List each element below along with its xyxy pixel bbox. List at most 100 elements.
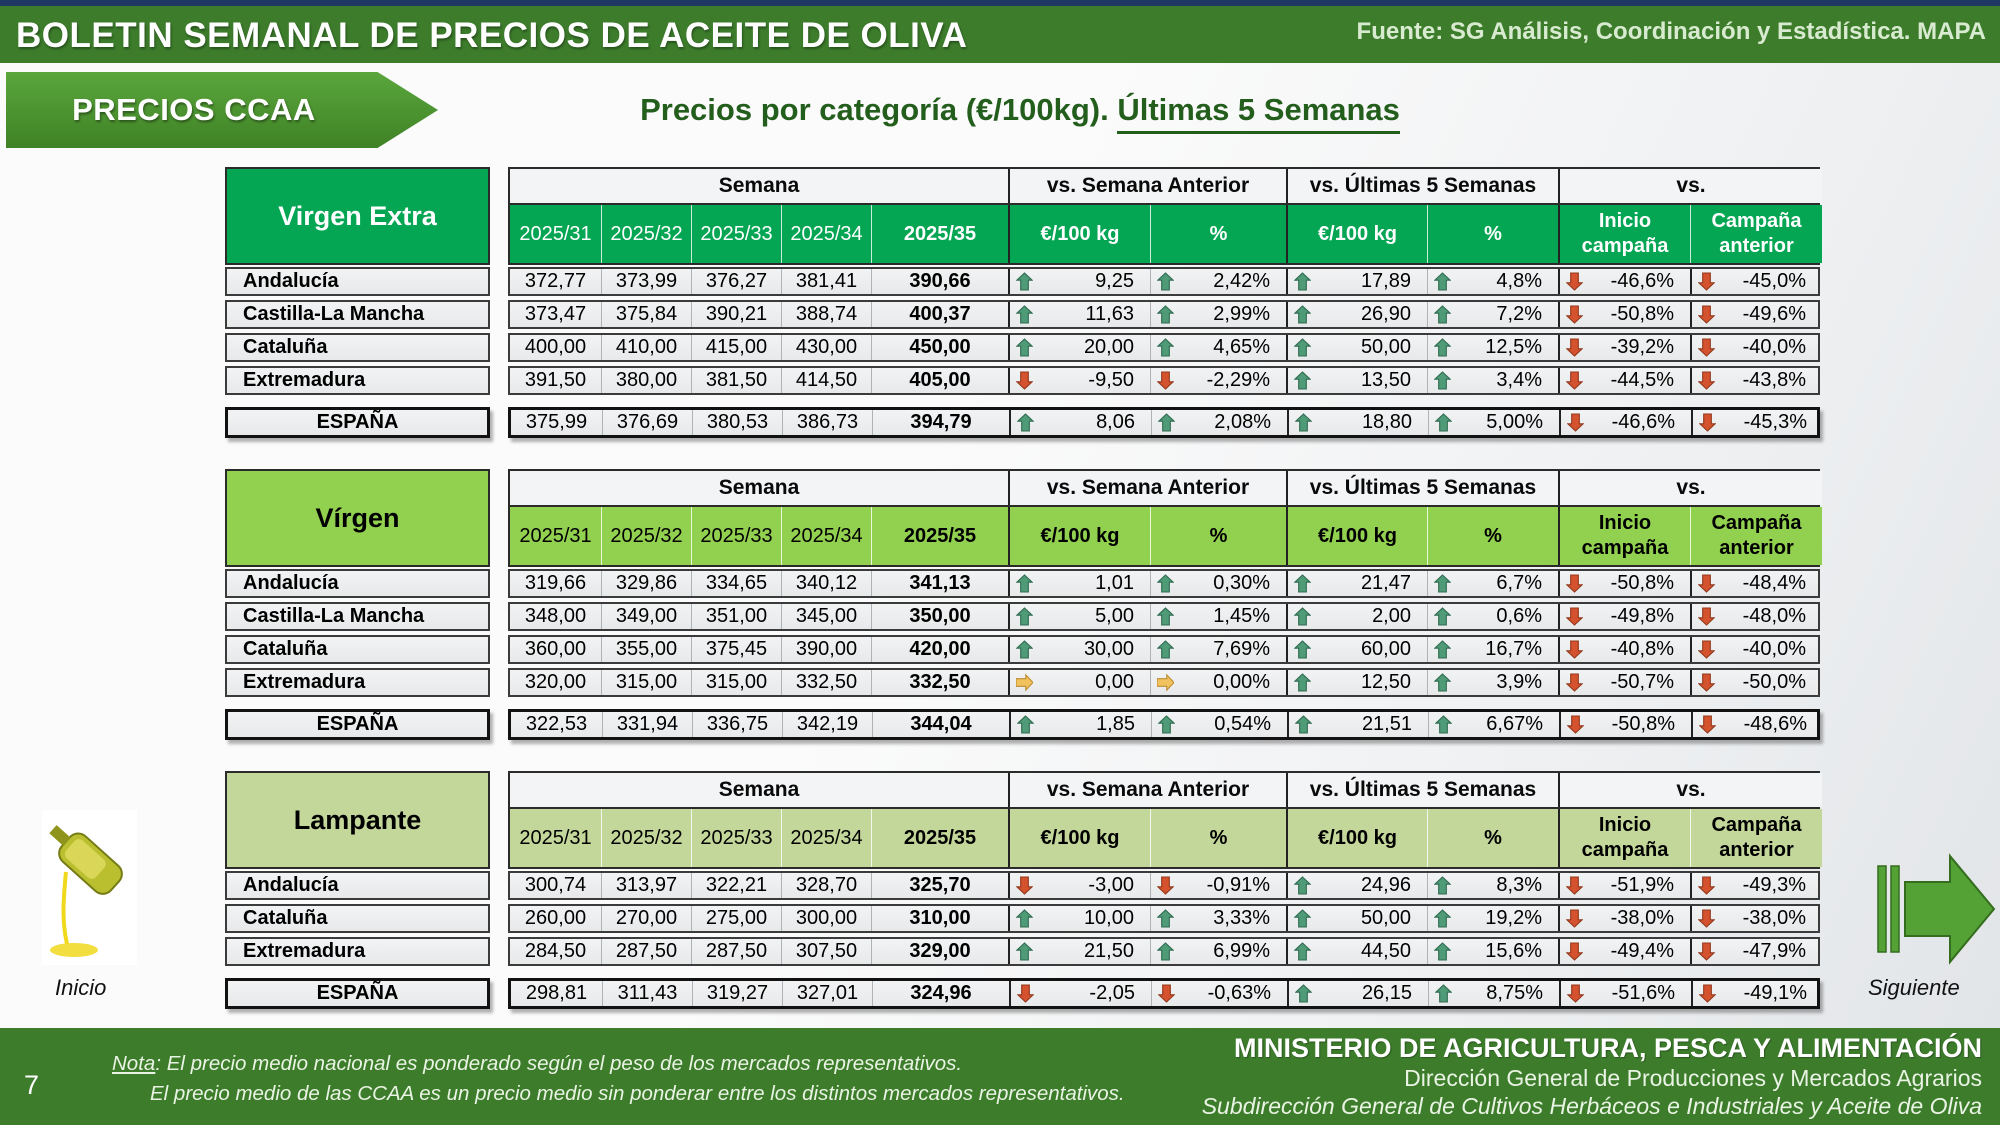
week-header: 2025/31: [510, 809, 601, 867]
week-value-cell: 315,00: [691, 670, 781, 695]
trend-cell: -2,05: [1009, 981, 1151, 1006]
region-data-row: 400,00 410,00 415,00 430,00 450,00 20,00 4,65%…: [508, 333, 1820, 362]
trend-value: 20,00: [1083, 336, 1134, 358]
week-value-cell: 311,43: [602, 981, 692, 1006]
footnote-line-1: Nota: El precio medio nacional es ponder…: [112, 1052, 962, 1076]
week-value-cell: 394,79: [872, 410, 1009, 435]
week-value-cell: 325,70: [871, 873, 1008, 898]
trend-up-icon: [1157, 640, 1174, 659]
region-label: Extremadura: [225, 366, 490, 395]
trend-up-icon: [1158, 413, 1175, 432]
trend-down-icon: [1698, 942, 1715, 961]
trend-down-arrow-icon: [1699, 715, 1716, 734]
ministry-name: MINISTERIO DE AGRICULTURA, PESCA Y ALIME…: [1233, 1033, 1982, 1063]
olive-oil-bottle-image[interactable]: [42, 810, 137, 965]
week-value-cell: 375,45: [691, 637, 781, 662]
week-value-cell: 410,00: [601, 335, 691, 360]
trend-cell: 11,63: [1008, 302, 1150, 327]
week-value-cell: 390,66: [871, 269, 1008, 294]
trend-down-arrow-icon: [1566, 338, 1583, 357]
trend-up-arrow-icon: [1434, 338, 1451, 357]
trend-up-icon: [1434, 673, 1451, 692]
trend-flat-icon: [1157, 673, 1174, 692]
trend-value: 30,00: [1083, 638, 1134, 660]
trend-cell: 3,4%: [1427, 368, 1558, 393]
header-line: campaña: [1581, 235, 1669, 257]
trend-up-icon: [1016, 272, 1033, 291]
week-header: 2025/32: [601, 507, 691, 565]
trend-cell: 21,51: [1287, 712, 1428, 737]
siguiente-nav-button[interactable]: [1876, 852, 1996, 966]
trend-cell: -50,7%: [1558, 670, 1690, 695]
trend-cell: 50,00: [1286, 335, 1427, 360]
trend-cell: 12,50: [1286, 670, 1427, 695]
trend-cell: -49,4%: [1558, 939, 1690, 964]
trend-cell: 0,6%: [1427, 604, 1558, 629]
region-data-row: 300,74 313,97 322,21 328,70 325,70 -3,00 -0,91…: [508, 871, 1820, 900]
header-line: anterior: [1719, 537, 1794, 559]
week-value-cell: 287,50: [601, 939, 691, 964]
header-line: Inicio: [1598, 210, 1652, 232]
week-value-cell: 307,50: [781, 939, 871, 964]
trend-cell: 26,15: [1287, 981, 1428, 1006]
inicio-nav-label[interactable]: Inicio: [55, 975, 107, 1000]
trend-up-arrow-icon: [1294, 574, 1311, 593]
trend-up-arrow-icon: [1158, 413, 1175, 432]
trend-cell: 26,90: [1286, 302, 1427, 327]
trend-up-icon: [1434, 876, 1451, 895]
trend-up-icon: [1016, 640, 1033, 659]
header-line: anterior: [1719, 839, 1794, 861]
trend-value: 50,00: [1360, 907, 1411, 929]
week-header: 2025/35: [871, 809, 1008, 867]
siguiente-nav-label[interactable]: Siguiente: [1868, 975, 1960, 1000]
trend-up-icon: [1157, 574, 1174, 593]
group-header: vs.: [1558, 169, 1822, 203]
trend-value: 2,00: [1372, 605, 1411, 627]
region-label: Castilla-La Mancha: [225, 300, 490, 329]
week-value-cell: 319,27: [692, 981, 782, 1006]
week-value-cell: 400,00: [524, 336, 587, 358]
trend-up-icon: [1435, 413, 1452, 432]
trend-down-arrow-icon: [1566, 272, 1583, 291]
trend-up-icon: [1434, 272, 1451, 291]
trend-up-arrow-icon: [1016, 909, 1033, 928]
trend-cell: -51,6%: [1559, 981, 1691, 1006]
trend-up-arrow-icon: [1434, 942, 1451, 961]
week-value-cell: 380,00: [601, 368, 691, 393]
precios-ccaa-tab: PRECIOS CCAA: [6, 72, 438, 148]
trend-down-arrow-icon: [1699, 984, 1716, 1003]
trend-up-icon: [1434, 338, 1451, 357]
trend-value: -9,50: [1088, 369, 1134, 391]
trend-cell: 15,6%: [1427, 939, 1558, 964]
group-header: vs. Últimas 5 Semanas: [1286, 773, 1558, 807]
trend-up-arrow-icon: [1295, 984, 1312, 1003]
trend-value: -48,6%: [1743, 713, 1807, 735]
trend-value: 8,75%: [1486, 982, 1543, 1004]
trend-down-arrow-icon: [1567, 984, 1584, 1003]
trend-up-icon: [1294, 942, 1311, 961]
trend-up-icon: [1295, 984, 1312, 1003]
trend-down-arrow-icon: [1566, 607, 1583, 626]
trend-up-arrow-icon: [1017, 413, 1034, 432]
group-header: vs. Semana Anterior: [1008, 169, 1286, 203]
week-value-cell: 331,94: [602, 712, 692, 737]
trend-up-arrow-icon: [1016, 607, 1033, 626]
trend-up-arrow-icon: [1157, 942, 1174, 961]
espana-label: ESPAÑA: [225, 978, 490, 1009]
trend-value: -49,4%: [1610, 940, 1674, 962]
trend-up-icon: [1294, 876, 1311, 895]
region-data-row: 319,66 329,86 334,65 340,12 341,13 1,01 0,30% 2…: [508, 569, 1820, 598]
table-header: Semana vs. Semana Anterior vs. Últimas 5 S…: [508, 469, 1822, 567]
trend-up-arrow-icon: [1157, 640, 1174, 659]
trend-down-arrow-icon: [1566, 876, 1583, 895]
group-header: vs. Últimas 5 Semanas: [1286, 471, 1558, 505]
week-header: 2025/35: [871, 205, 1008, 263]
trend-up-arrow-icon: [1294, 305, 1311, 324]
trend-up-icon: [1434, 942, 1451, 961]
unit-header: %: [1427, 507, 1558, 565]
trend-cell: -40,0%: [1690, 637, 1822, 662]
olive-oil-pour-graphic: [42, 810, 137, 965]
week-value-cell: 310,00: [871, 906, 1008, 931]
